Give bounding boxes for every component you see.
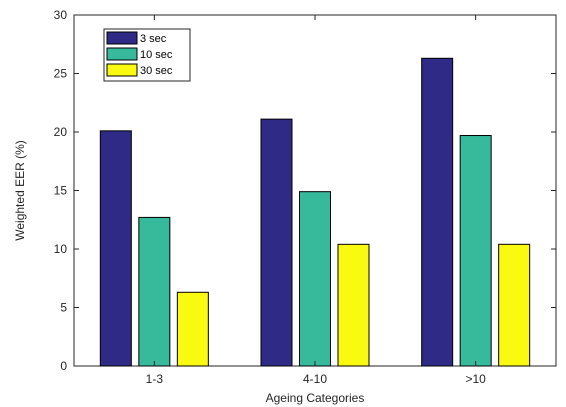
bar-10-sec-3 [459, 135, 492, 367]
y-tick-label: 25 [54, 67, 68, 81]
bar-3-sec-3 [421, 57, 454, 367]
x-axis-title: Ageing Categories [266, 391, 365, 405]
x-tick-label: 1-3 [146, 372, 164, 386]
legend-swatch-30-sec [106, 63, 138, 77]
bars-layer [99, 57, 531, 367]
x-tick-label: 4-10 [303, 372, 327, 386]
y-tick-label: 5 [60, 301, 67, 315]
y-tick-label: 30 [54, 8, 68, 22]
bar-30-sec-2 [337, 243, 370, 367]
bar-3-sec-2 [260, 118, 293, 367]
legend-swatch-3-sec [106, 31, 138, 45]
legend-label-10-sec: 10 sec [140, 49, 173, 61]
bar-10-sec-2 [299, 191, 331, 367]
y-tick-label: 0 [60, 359, 67, 373]
legend-swatch-10-sec [106, 47, 138, 61]
y-tick-label: 20 [54, 125, 68, 139]
legend-label-3-sec: 3 sec [140, 33, 167, 45]
y-axis-title: Weighted EER (%) [13, 140, 27, 240]
legend-label-30-sec: 30 sec [140, 65, 173, 77]
bar-3-sec-1 [99, 130, 132, 367]
ticks-layer: 1-3 4-10 >10 0 5 10 15 20 25 30 [54, 8, 556, 386]
bar-30-sec-3 [498, 243, 531, 367]
x-tick-label: >10 [465, 372, 486, 386]
bar-30-sec-1 [176, 291, 209, 367]
bar-10-sec-1 [138, 216, 171, 367]
y-tick-label: 15 [54, 184, 68, 198]
y-tick-label: 10 [54, 242, 68, 256]
legend: 3 sec 10 sec 30 sec [103, 28, 191, 82]
